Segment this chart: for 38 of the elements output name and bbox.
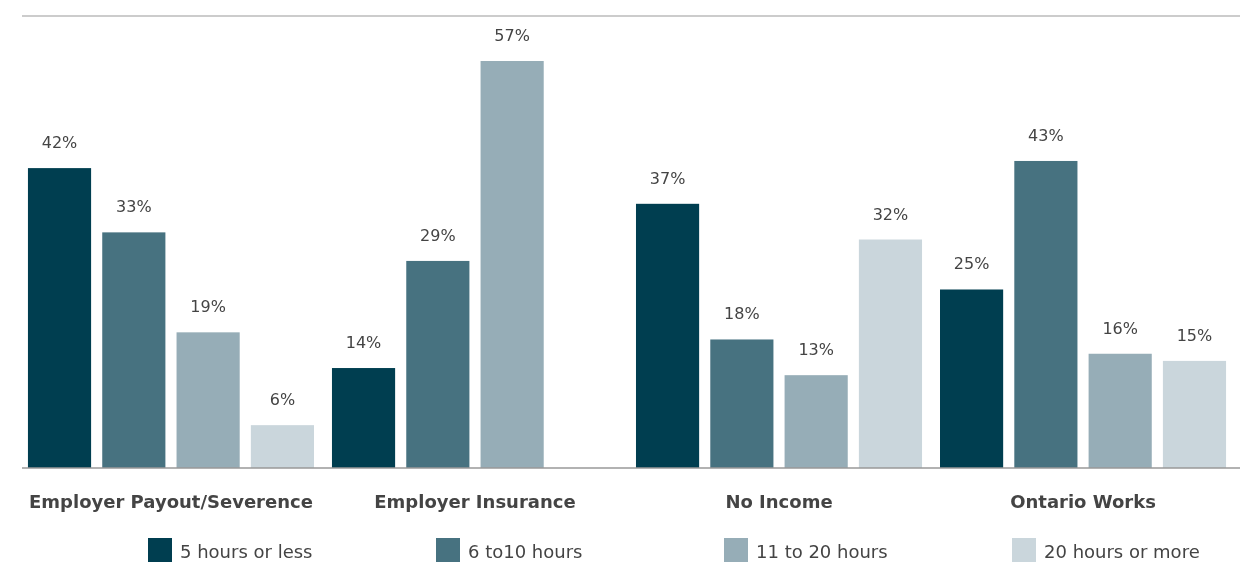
data-label: 32% xyxy=(872,204,909,224)
bar xyxy=(940,289,1004,468)
data-label: 57% xyxy=(494,26,530,45)
data-label: 18% xyxy=(724,304,760,324)
data-label: 13% xyxy=(798,340,834,360)
bar xyxy=(635,203,700,468)
legend-label: 5 hours or less xyxy=(180,541,313,562)
x-tick-label: Ontario Works xyxy=(1010,491,1156,512)
data-label: 6% xyxy=(269,390,296,410)
bar xyxy=(331,368,396,468)
data-label: 25% xyxy=(953,254,990,274)
bar xyxy=(406,260,470,468)
bar xyxy=(1088,353,1152,468)
bar xyxy=(480,61,544,468)
bar xyxy=(27,168,92,468)
data-label: 16% xyxy=(1102,318,1138,338)
legend-label: 11 to 20 hours xyxy=(756,541,888,562)
bar xyxy=(784,375,848,468)
legend-label: 20 hours or more xyxy=(1044,541,1200,562)
data-label: 37% xyxy=(649,168,686,188)
data-label: 14% xyxy=(345,333,382,353)
data-label: 29% xyxy=(420,225,456,245)
data-label: 19% xyxy=(190,297,226,317)
bar xyxy=(250,425,314,468)
bar xyxy=(176,332,240,468)
data-label: 43% xyxy=(1028,125,1064,145)
x-tick-label: Employer Insurance xyxy=(374,491,576,512)
data-label: 33% xyxy=(116,197,152,217)
data-label: 15% xyxy=(1176,325,1213,345)
bar xyxy=(102,232,166,468)
x-tick-label: Employer Payout/Severence xyxy=(29,491,313,512)
bar xyxy=(1014,160,1078,468)
bar xyxy=(1162,360,1227,468)
x-tick-label: No Income xyxy=(725,491,833,512)
bar xyxy=(858,239,923,468)
legend-label: 6 to10 hours xyxy=(468,541,583,562)
data-label: 42% xyxy=(41,133,78,153)
bar xyxy=(710,339,774,468)
